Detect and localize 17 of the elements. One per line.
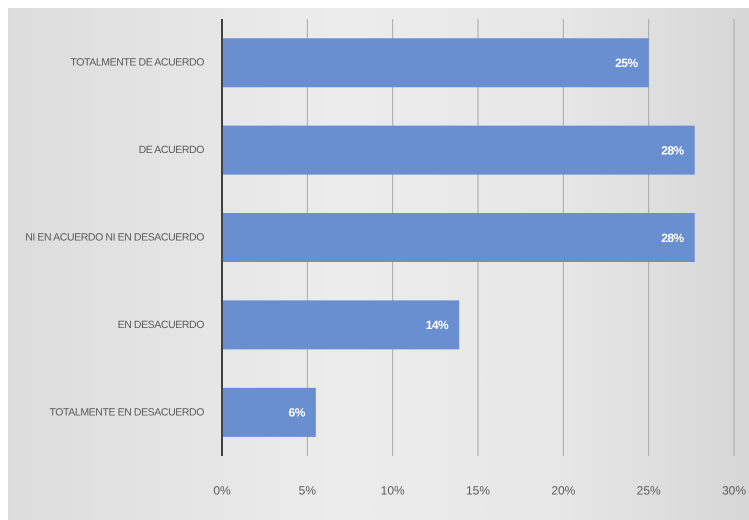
- x-tick-label: 15%: [466, 484, 490, 498]
- data-label: 28%: [661, 143, 685, 158]
- x-tick-label: 0%: [213, 484, 231, 498]
- y-tick-label: DE ACUERDO: [138, 144, 204, 156]
- x-tick-label: 10%: [380, 484, 405, 498]
- x-tick-label: 5%: [298, 484, 316, 498]
- data-label: 6%: [288, 406, 306, 420]
- x-tick-label: 25%: [636, 484, 661, 498]
- data-label: 25%: [615, 56, 638, 70]
- data-label: 14%: [426, 318, 450, 332]
- x-tick-label: 20%: [551, 484, 576, 498]
- y-tick-label: NI EN ACUERDO NI EN DESACUERDO: [25, 232, 204, 244]
- y-tick-label: TOTALMENTE EN DESACUERDO: [49, 406, 204, 418]
- data-label: 28%: [661, 230, 685, 245]
- x-tick-label: 30%: [722, 484, 746, 498]
- y-tick-label: EN DESACUERDO: [118, 318, 204, 331]
- y-tick-label: TOTALMENTE DE ACUERDO: [70, 56, 204, 69]
